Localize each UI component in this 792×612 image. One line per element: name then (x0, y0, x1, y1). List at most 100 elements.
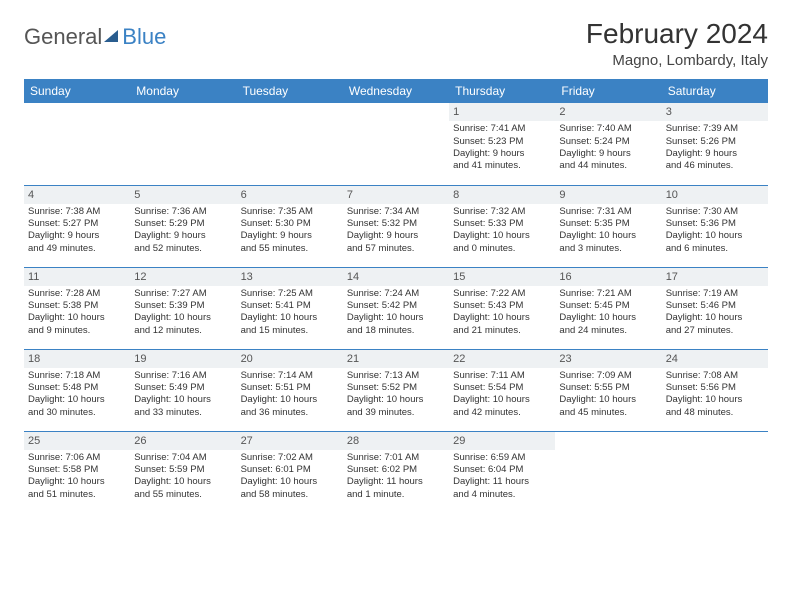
daylight-line1: Daylight: 10 hours (666, 230, 764, 242)
month-title: February 2024 (586, 18, 768, 50)
day-number: 18 (24, 350, 130, 368)
sunset-text: Sunset: 5:59 PM (134, 464, 232, 476)
daylight-line1: Daylight: 10 hours (666, 312, 764, 324)
day-number: 19 (130, 350, 236, 368)
sunrise-text: Sunrise: 7:22 AM (453, 288, 551, 300)
daylight-line2: and 15 minutes. (241, 325, 339, 337)
daylight-line2: and 49 minutes. (28, 243, 126, 255)
day-number: 8 (449, 186, 555, 204)
calendar-cell: 10 Sunrise: 7:30 AMSunset: 5:36 PMDayligh… (662, 185, 768, 267)
sunset-text: Sunset: 5:29 PM (134, 218, 232, 230)
sunrise-text: Sunrise: 7:40 AM (559, 123, 657, 135)
day-number: 14 (343, 268, 449, 286)
day-number: 27 (237, 432, 343, 450)
daylight-line2: and 36 minutes. (241, 407, 339, 419)
daylight-line1: Daylight: 10 hours (28, 476, 126, 488)
daylight-line1: Daylight: 10 hours (28, 312, 126, 324)
calendar-cell: 12Sunrise: 7:27 AMSunset: 5:39 PMDayligh… (130, 267, 236, 349)
day-header: Wednesday (343, 79, 449, 103)
day-number: 24 (662, 350, 768, 368)
sunrise-text: Sunrise: 7:19 AM (666, 288, 764, 300)
page-header: General Blue February 2024 Magno, Lombar… (24, 18, 768, 69)
day-number: 11 (24, 268, 130, 286)
calendar-week-row: 4Sunrise: 7:38 AMSunset: 5:27 PMDaylight… (24, 185, 768, 267)
daylight-line2: and 3 minutes. (559, 243, 657, 255)
calendar-cell: 6Sunrise: 7:35 AMSunset: 5:30 PMDaylight… (237, 185, 343, 267)
daylight-line1: Daylight: 10 hours (134, 312, 232, 324)
sunset-text: Sunset: 5:23 PM (453, 136, 551, 148)
calendar-cell: 5Sunrise: 7:36 AMSunset: 5:29 PMDaylight… (130, 185, 236, 267)
sunset-text: Sunset: 5:41 PM (241, 300, 339, 312)
calendar-cell: 19 Sunrise: 7:16 AMSunset: 5:49 PMDayligh… (130, 349, 236, 431)
calendar-cell: 9Sunrise: 7:31 AMSunset: 5:35 PMDaylight… (555, 185, 661, 267)
daylight-line2: and 42 minutes. (453, 407, 551, 419)
day-header: Friday (555, 79, 661, 103)
sunset-text: Sunset: 5:46 PM (666, 300, 764, 312)
calendar-thead: SundayMondayTuesdayWednesdayThursdayFrid… (24, 79, 768, 103)
sunset-text: Sunset: 5:45 PM (559, 300, 657, 312)
daylight-line1: Daylight: 10 hours (134, 394, 232, 406)
daylight-line1: Daylight: 10 hours (241, 476, 339, 488)
day-number: 16 (555, 268, 661, 286)
daylight-line1: Daylight: 10 hours (453, 312, 551, 324)
day-number: 6 (237, 186, 343, 204)
calendar-body: 1Sunrise: 7:41 AMSunset: 5:23 PMDaylight… (24, 103, 768, 513)
daylight-line1: Daylight: 11 hours (347, 476, 445, 488)
sunrise-text: Sunrise: 7:16 AM (134, 370, 232, 382)
sunrise-text: Sunrise: 7:30 AM (666, 206, 764, 218)
sunrise-text: Sunrise: 7:06 AM (28, 452, 126, 464)
daylight-line2: and 0 minutes. (453, 243, 551, 255)
calendar-cell: 23Sunrise: 7:09 AMSunset: 5:55 PMDayligh… (555, 349, 661, 431)
sunset-text: Sunset: 5:43 PM (453, 300, 551, 312)
sunrise-text: Sunrise: 7:01 AM (347, 452, 445, 464)
sunrise-text: Sunrise: 7:02 AM (241, 452, 339, 464)
daylight-line2: and 33 minutes. (134, 407, 232, 419)
daylight-line2: and 52 minutes. (134, 243, 232, 255)
sunset-text: Sunset: 5:54 PM (453, 382, 551, 394)
day-number: 13 (237, 268, 343, 286)
calendar-cell: 28Sunrise: 7:01 AMSunset: 6:02 PMDayligh… (343, 431, 449, 513)
daylight-line2: and 44 minutes. (559, 160, 657, 172)
daylight-line2: and 48 minutes. (666, 407, 764, 419)
day-number: 17 (662, 268, 768, 286)
daylight-line2: and 55 minutes. (134, 489, 232, 501)
sunset-text: Sunset: 5:36 PM (666, 218, 764, 230)
daylight-line1: Daylight: 10 hours (347, 312, 445, 324)
calendar-cell (24, 103, 130, 185)
calendar-cell: 15 Sunrise: 7:22 AMSunset: 5:43 PMDayligh… (449, 267, 555, 349)
sunset-text: Sunset: 5:49 PM (134, 382, 232, 394)
daylight-line1: Daylight: 10 hours (347, 394, 445, 406)
daylight-line2: and 57 minutes. (347, 243, 445, 255)
location-subtitle: Magno, Lombardy, Italy (586, 52, 768, 69)
sunset-text: Sunset: 5:42 PM (347, 300, 445, 312)
sunrise-text: Sunrise: 7:18 AM (28, 370, 126, 382)
day-header-row: SundayMondayTuesdayWednesdayThursdayFrid… (24, 79, 768, 103)
day-number: 10 (662, 186, 768, 204)
sunset-text: Sunset: 5:55 PM (559, 382, 657, 394)
day-number: 2 (555, 103, 661, 121)
daylight-line2: and 55 minutes. (241, 243, 339, 255)
daylight-line2: and 45 minutes. (559, 407, 657, 419)
day-number: 23 (555, 350, 661, 368)
day-header: Saturday (662, 79, 768, 103)
calendar-cell: 2Sunrise: 7:40 AMSunset: 5:24 PMDaylight… (555, 103, 661, 185)
daylight-line2: and 21 minutes. (453, 325, 551, 337)
triangle-icon (104, 30, 118, 42)
sunset-text: Sunset: 5:51 PM (241, 382, 339, 394)
day-number: 15 (449, 268, 555, 286)
sunrise-text: Sunrise: 7:38 AM (28, 206, 126, 218)
daylight-line2: and 41 minutes. (453, 160, 551, 172)
day-number: 25 (24, 432, 130, 450)
daylight-line2: and 6 minutes. (666, 243, 764, 255)
day-number: 9 (555, 186, 661, 204)
sunset-text: Sunset: 5:26 PM (666, 136, 764, 148)
calendar-cell: 26Sunrise: 7:04 AMSunset: 5:59 PMDayligh… (130, 431, 236, 513)
sunrise-text: Sunrise: 7:31 AM (559, 206, 657, 218)
day-number: 3 (662, 103, 768, 121)
brand-logo: General Blue (24, 24, 166, 50)
sunrise-text: Sunrise: 7:34 AM (347, 206, 445, 218)
day-number: 12 (130, 268, 236, 286)
calendar-cell: 25Sunrise: 7:06 AMSunset: 5:58 PMDayligh… (24, 431, 130, 513)
day-number: 28 (343, 432, 449, 450)
sunrise-text: Sunrise: 7:39 AM (666, 123, 764, 135)
